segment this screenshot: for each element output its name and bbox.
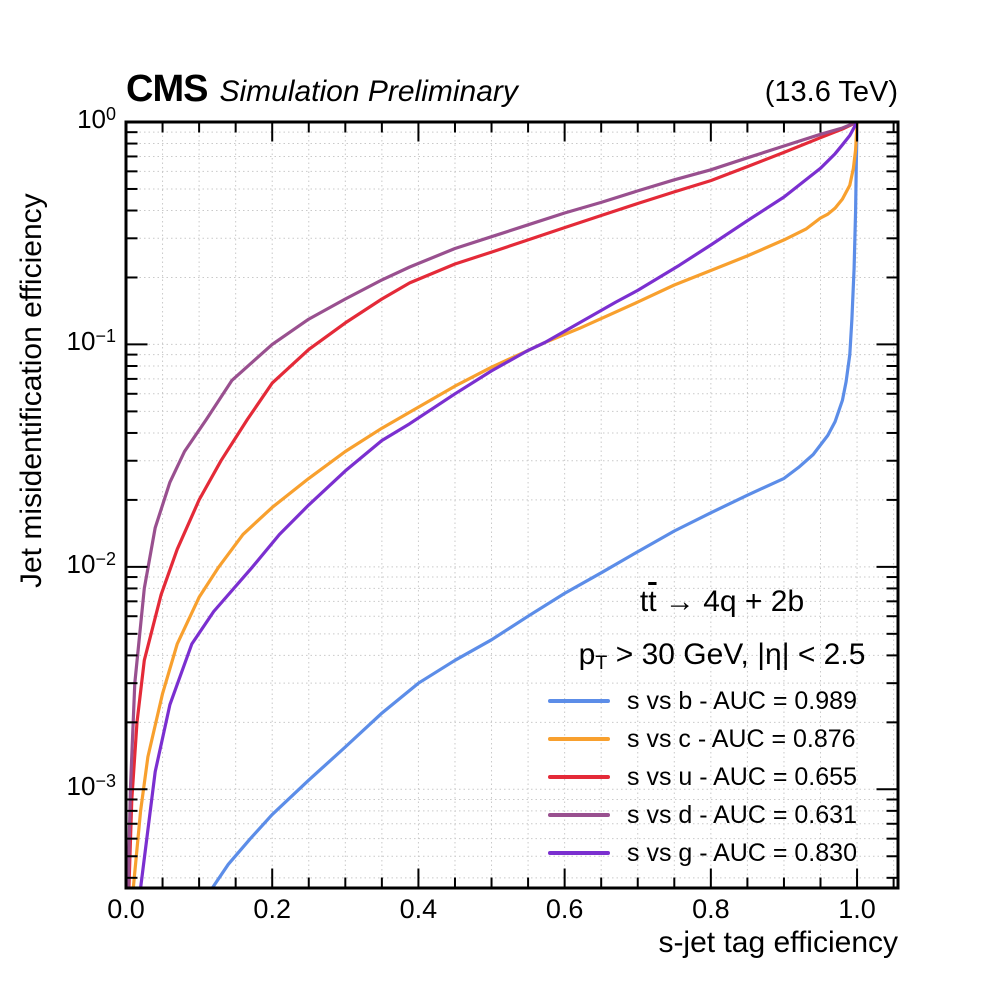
- grid-lines: [126, 122, 898, 888]
- legend-entry-s-vs-c: s vs c - AUC = 0.876: [546, 720, 898, 758]
- pt-symbol: p: [578, 638, 596, 671]
- plot-header: CMS Simulation Preliminary (13.6 TeV): [126, 68, 898, 111]
- legend-entry-label: s vs g - AUC = 0.830: [627, 838, 857, 867]
- y-tick-label: 10−1: [66, 326, 116, 357]
- legend-entry-label: s vs c - AUC = 0.876: [627, 724, 856, 753]
- legend-swatch: [548, 737, 610, 741]
- energy-label: (13.6 TeV): [764, 76, 898, 108]
- legend-swatch: [548, 699, 610, 703]
- cms-label: CMS: [126, 68, 208, 110]
- selection-rest: > 30 GeV, |η| < 2.5: [607, 638, 866, 671]
- legend-swatch: [548, 775, 610, 779]
- roc-curve-s-vs-d: [126, 122, 859, 888]
- legend-entry-s-vs-u: s vs u - AUC = 0.655: [546, 758, 898, 796]
- roc-curve-s-vs-u: [127, 122, 859, 888]
- legend-swatch: [548, 851, 610, 855]
- legend-entry-label: s vs b - AUC = 0.989: [627, 686, 857, 715]
- simulation-preliminary-label: Simulation Preliminary: [219, 75, 518, 108]
- legend-entry-s-vs-g: s vs g - AUC = 0.830: [546, 834, 898, 872]
- tick-marks: [127, 123, 897, 887]
- x-tick-label: 1.0: [838, 894, 876, 924]
- x-tick-label: 0.0: [107, 894, 145, 924]
- legend-entry-s-vs-d: s vs d - AUC = 0.631: [546, 796, 898, 834]
- legend-process-line: tt → 4q + 2b: [546, 584, 898, 620]
- roc-curve-s-vs-g: [139, 122, 859, 888]
- process-tbar: t: [648, 585, 657, 618]
- x-tick-label: 0.4: [399, 894, 438, 924]
- pt-subscript: T: [595, 651, 608, 674]
- x-tick-label: 0.8: [692, 894, 730, 924]
- process-rest: → 4q + 2b: [656, 585, 805, 618]
- roc-curve-s-vs-b: [210, 122, 859, 888]
- x-tick-label: 0.6: [545, 894, 584, 924]
- x-axis-title: s-jet tag efficiency: [658, 926, 898, 959]
- roc-curves: [126, 122, 859, 888]
- y-tick-label: 10−2: [66, 548, 116, 579]
- legend-entry-s-vs-b: s vs b - AUC = 0.989: [546, 682, 898, 720]
- x-tick-label: 0.2: [253, 894, 291, 924]
- legend-entry-label: s vs d - AUC = 0.631: [627, 800, 857, 829]
- legend-swatch: [548, 813, 610, 817]
- legend-entries: s vs b - AUC = 0.989 s vs c - AUC = 0.876…: [546, 682, 898, 872]
- process-t: t: [639, 585, 649, 618]
- y-tick-label: 100: [77, 104, 116, 134]
- y-tick-label: 10−3: [66, 771, 116, 802]
- legend-entry-label: s vs u - AUC = 0.655: [627, 762, 857, 791]
- plot-frame: [124, 120, 900, 890]
- legend-selection-line: pT > 30 GeV, |η| < 2.5: [546, 637, 898, 681]
